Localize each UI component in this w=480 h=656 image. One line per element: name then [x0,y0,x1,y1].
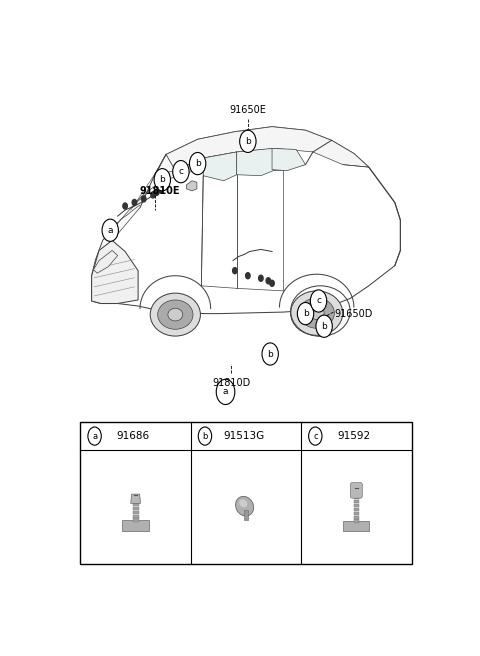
Circle shape [262,343,278,365]
Circle shape [266,277,271,284]
Ellipse shape [157,300,193,329]
Text: b: b [159,175,165,184]
Text: b: b [245,137,251,146]
Text: 91810E: 91810E [140,186,180,196]
Circle shape [316,315,332,337]
Ellipse shape [150,293,201,336]
Circle shape [233,268,237,274]
Circle shape [155,190,159,195]
FancyBboxPatch shape [132,511,139,514]
Text: b: b [321,321,327,331]
Circle shape [132,199,137,205]
FancyBboxPatch shape [354,497,359,499]
Circle shape [88,427,101,445]
FancyBboxPatch shape [122,520,149,531]
Text: c: c [316,297,321,306]
FancyBboxPatch shape [132,518,139,522]
Text: c: c [179,167,183,176]
FancyBboxPatch shape [354,508,359,511]
FancyBboxPatch shape [343,521,370,531]
Polygon shape [203,152,237,181]
FancyBboxPatch shape [132,515,139,518]
Ellipse shape [239,499,247,507]
FancyBboxPatch shape [244,510,248,520]
Circle shape [190,152,206,174]
Text: b: b [202,432,208,441]
Circle shape [154,169,170,191]
Circle shape [297,302,314,325]
Polygon shape [131,494,141,503]
Text: 91650E: 91650E [229,105,266,115]
Text: b: b [267,350,273,359]
Polygon shape [92,240,138,304]
Circle shape [309,427,322,445]
Circle shape [311,290,327,312]
FancyBboxPatch shape [354,516,359,519]
Ellipse shape [168,308,183,321]
Ellipse shape [309,307,324,319]
Polygon shape [166,127,369,171]
Text: b: b [303,309,308,318]
Circle shape [240,131,256,152]
Polygon shape [96,155,175,260]
Circle shape [259,276,263,281]
Circle shape [216,379,235,405]
Text: 91513G: 91513G [223,431,264,441]
Circle shape [173,161,189,183]
FancyBboxPatch shape [354,504,359,507]
Text: 91592: 91592 [337,431,371,441]
FancyBboxPatch shape [132,503,139,506]
Text: a: a [108,226,113,235]
Text: 91686: 91686 [117,431,150,441]
Polygon shape [186,181,197,191]
Ellipse shape [236,497,253,516]
Circle shape [158,187,163,193]
Text: b: b [195,159,201,168]
Circle shape [270,280,274,286]
Circle shape [198,427,212,445]
Text: a: a [223,388,228,396]
FancyBboxPatch shape [132,507,139,510]
Polygon shape [155,152,237,180]
Text: a: a [92,432,97,441]
FancyBboxPatch shape [354,501,359,503]
Ellipse shape [290,291,343,335]
FancyBboxPatch shape [354,520,359,523]
Circle shape [123,203,127,209]
Polygon shape [237,148,276,176]
Circle shape [142,196,146,202]
Ellipse shape [299,298,335,328]
Polygon shape [272,148,305,171]
Text: 91650D: 91650D [335,308,373,319]
Circle shape [151,192,155,198]
FancyBboxPatch shape [354,512,359,515]
FancyBboxPatch shape [350,483,362,498]
Polygon shape [92,127,400,314]
Text: c: c [313,432,318,441]
Text: 91810D: 91810D [212,378,250,388]
Polygon shape [94,251,118,273]
Circle shape [246,273,250,279]
Circle shape [102,219,119,241]
